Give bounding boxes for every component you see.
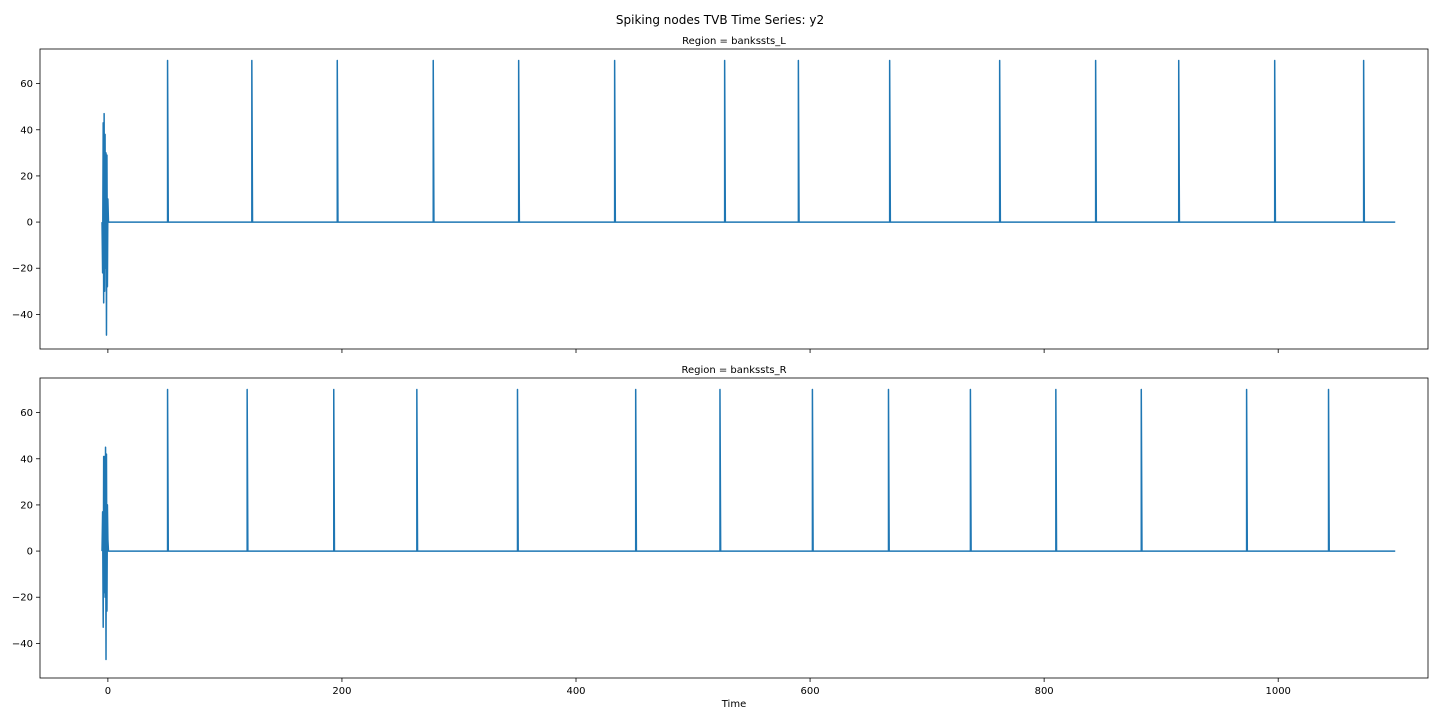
x-tick-label: 200 [332,686,351,697]
y-tick-label: 20 [20,500,33,511]
y-tick-label: −20 [12,593,33,604]
series-line [101,59,1396,336]
y-tick-label: 60 [20,79,33,90]
subplot-1: Region = bankssts_L −40 −20 0 20 40 60 [12,36,1429,353]
y-tick-label: −40 [12,310,33,321]
y-tick-label: −20 [12,264,33,275]
x-tick-label: 600 [801,686,820,697]
x-tick-label: 400 [566,686,585,697]
x-tick-label: 800 [1035,686,1054,697]
y-tick-label: 0 [27,218,33,229]
subplot-title: Region = bankssts_L [682,36,786,47]
y-tick-label: 40 [20,454,33,465]
x-axis-label: Time [721,699,746,710]
figure-title: Spiking nodes TVB Time Series: y2 [616,13,824,27]
y-tick-label: 20 [20,171,33,182]
subplot-title: Region = bankssts_R [681,365,786,376]
y-tick-label: 40 [20,125,33,136]
axes-frame [39,377,1429,679]
series-line [101,388,1396,661]
x-tick-label: 1000 [1265,686,1290,697]
y-tick-label: 60 [20,408,33,419]
y-tick-label: 0 [27,547,33,558]
x-tick-label: 0 [105,686,111,697]
axes-frame [39,48,1429,350]
y-tick-label: −40 [12,639,33,650]
